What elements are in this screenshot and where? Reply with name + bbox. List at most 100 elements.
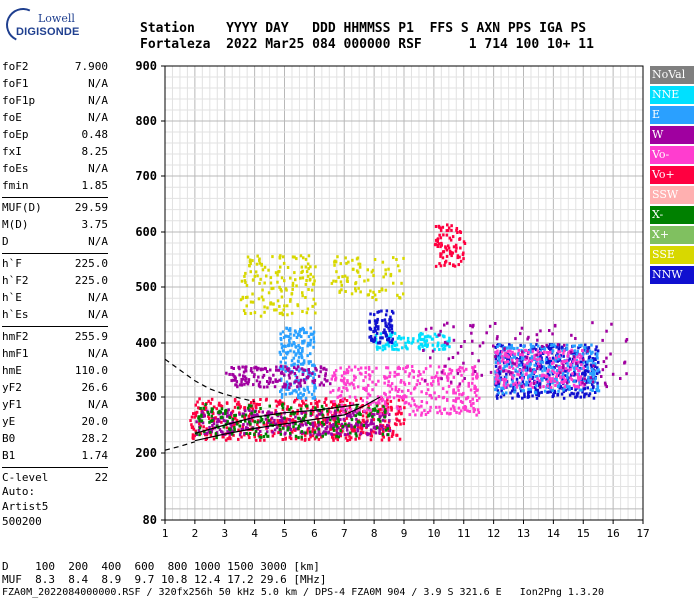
echo-point: [445, 229, 449, 233]
echo-point: [433, 391, 436, 395]
echo-point: [522, 357, 526, 361]
echo-point: [296, 385, 299, 389]
echo-point: [394, 412, 398, 416]
echo-point: [508, 346, 512, 350]
echo-point: [449, 411, 452, 415]
echo-point: [557, 389, 560, 393]
echo-point: [529, 377, 532, 381]
echo-point: [400, 346, 404, 350]
y-tick-label: 700: [135, 169, 157, 183]
echo-point: [565, 374, 569, 378]
echo-point: [446, 378, 450, 382]
echo-point: [392, 342, 395, 346]
echo-point: [380, 438, 384, 442]
echo-point: [210, 428, 214, 432]
echo-point: [237, 365, 240, 369]
echo-point: [340, 403, 343, 407]
echo-point: [384, 268, 387, 272]
echo-point: [390, 344, 394, 348]
echo-point: [565, 359, 569, 363]
echo-point: [475, 394, 478, 398]
echo-point: [545, 356, 549, 360]
echo-point: [516, 372, 519, 376]
echo-point: [323, 430, 326, 434]
param-row: foEs N/A: [2, 160, 108, 177]
echo-point: [565, 347, 569, 351]
echo-point: [231, 417, 235, 421]
x-tick-label: 5: [281, 527, 288, 540]
echo-point: [578, 388, 582, 392]
echo-point: [267, 291, 271, 295]
echo-point: [365, 415, 369, 419]
echo-point: [343, 433, 347, 437]
echo-point: [306, 429, 309, 433]
echo-point: [305, 279, 308, 282]
echo-point: [372, 408, 375, 412]
echo-point: [388, 390, 392, 394]
echo-point: [355, 269, 359, 273]
echo-point: [540, 356, 543, 360]
echo-point: [209, 401, 212, 405]
echo-point: [317, 433, 320, 437]
echo-point: [192, 412, 195, 416]
echo-point: [390, 324, 394, 328]
echo-point: [345, 279, 349, 283]
echo-point: [440, 377, 443, 381]
echo-point: [238, 424, 241, 428]
echo-point: [266, 306, 269, 310]
echo-point: [522, 365, 525, 369]
echo-point: [587, 346, 591, 350]
echo-point: [254, 414, 257, 417]
echo-point: [369, 428, 373, 432]
echo-point: [549, 385, 553, 389]
echo-point: [277, 368, 280, 372]
echo-point: [276, 280, 279, 284]
echo-point: [385, 366, 388, 370]
echo-point: [342, 386, 345, 390]
echo-point: [441, 256, 445, 260]
echo-point: [388, 419, 391, 423]
echo-point: [558, 366, 561, 370]
echo-point: [586, 351, 589, 355]
param-value: N/A: [88, 94, 108, 107]
echo-point: [256, 254, 259, 258]
echo-point: [337, 387, 341, 390]
echo-point: [441, 347, 445, 351]
echo-point: [523, 395, 526, 399]
echo-point: [386, 383, 390, 387]
echo-point: [511, 396, 514, 400]
echo-point: [472, 369, 475, 372]
echo-point: [532, 346, 536, 350]
echo-point: [318, 412, 322, 416]
echo-point: [591, 372, 595, 376]
echo-point: [547, 353, 550, 357]
echo-point: [594, 376, 597, 380]
header-values: Fortaleza 2022 Mar25 084 000000 RSF 1 71…: [140, 37, 594, 52]
echo-point: [394, 340, 397, 344]
echo-point: [215, 436, 218, 440]
echo-point: [466, 395, 470, 399]
echo-point: [396, 390, 400, 393]
echo-point: [317, 427, 320, 431]
echo-point: [370, 431, 373, 435]
echo-point: [397, 408, 400, 412]
echo-point: [558, 350, 562, 354]
echo-point: [290, 311, 294, 315]
echo-point: [301, 347, 304, 350]
auto-label: Auto:: [2, 485, 36, 498]
echo-point: [585, 369, 589, 373]
echo-point: [258, 257, 261, 261]
echo-point: [521, 396, 524, 400]
echo-point: [314, 302, 317, 306]
echo-point: [505, 382, 508, 386]
echo-point: [383, 391, 386, 395]
echo-point: [244, 377, 248, 381]
echo-point: [303, 381, 307, 385]
echo-point: [310, 392, 314, 396]
echo-point: [568, 357, 572, 361]
param-name: fxI: [2, 145, 22, 158]
echo-point: [274, 271, 278, 275]
echo-point: [334, 416, 338, 420]
echo-point: [536, 367, 539, 371]
echo-point: [398, 296, 401, 300]
